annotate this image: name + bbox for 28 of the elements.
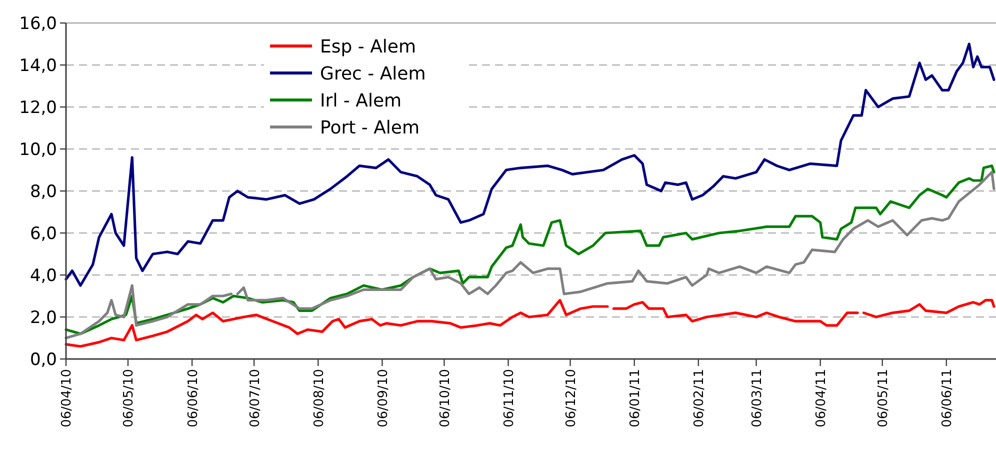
y-tick-label: 10,0 (19, 140, 57, 160)
x-tick-label: 06/05/10 (122, 369, 137, 428)
y-tick-label: 0,0 (30, 350, 57, 370)
y-tick-label: 6,0 (30, 224, 57, 244)
x-tick-label: 06/12/10 (564, 369, 579, 428)
legend-label: Grec - Alem (320, 63, 426, 84)
y-tick-label: 12,0 (19, 98, 57, 118)
x-tick-label: 06/06/11 (940, 369, 956, 428)
y-tick-label: 16,0 (19, 14, 57, 34)
x-tick-label: 06/10/10 (438, 369, 453, 428)
x-tick-label: 06/08/10 (312, 369, 327, 428)
x-tick-label: 06/02/11 (692, 369, 708, 428)
y-tick-label: 2,0 (30, 308, 57, 328)
x-tick-label: 06/05/11 (876, 369, 892, 428)
y-tick-label: 14,0 (19, 56, 57, 76)
y-tick-label: 8,0 (30, 182, 57, 202)
x-tick-label: 06/06/10 (186, 369, 201, 428)
x-tick-label: 06/09/10 (376, 369, 391, 428)
legend-label: Esp - Alem (320, 36, 416, 58)
x-tick-label: 06/11/10 (502, 369, 517, 428)
x-tick-label: 06/03/11 (750, 369, 765, 428)
y-tick-label: 4,0 (30, 266, 57, 286)
legend-label: Port - Alem (320, 117, 420, 138)
x-tick-label: 06/01/11 (628, 369, 644, 428)
x-tick-label: 06/07/10 (248, 369, 263, 428)
legend-label: Irl - Alem (320, 90, 402, 112)
x-tick-label: 06/04/10 (60, 369, 75, 428)
x-tick-label: 06/04/11 (814, 369, 830, 428)
